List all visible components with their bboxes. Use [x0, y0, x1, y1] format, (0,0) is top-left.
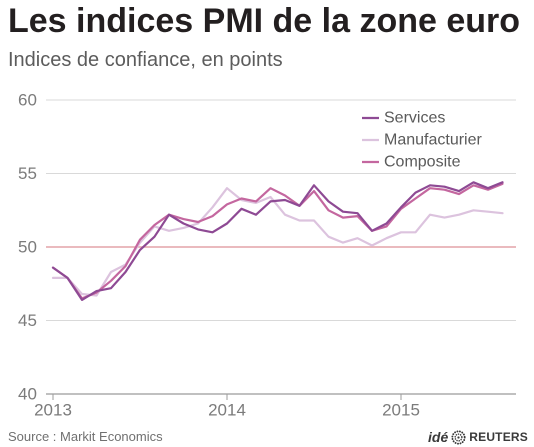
x-tick-label: 2015 [382, 401, 420, 420]
chart-title: Les indices PMI de la zone euro [8, 2, 521, 40]
logo-center-dot [457, 435, 460, 439]
legend-label-services: Services [384, 110, 445, 127]
chart-subtitle: Indices de confiance, en points [8, 49, 283, 71]
series-line-manufacturier [51, 187, 504, 297]
y-tick-label: 60 [18, 91, 37, 110]
series-lines [51, 181, 504, 301]
logo-inner-dot-ring [454, 432, 463, 442]
y-tick-label: 55 [18, 164, 37, 183]
series-line-services [51, 181, 504, 301]
x-axis: 2013 2014 2015 [34, 394, 420, 420]
reuters-logo: idé REUTERS [428, 428, 528, 446]
legend: Services Manufacturier Composite [362, 110, 482, 171]
gridlines [46, 99, 516, 395]
y-axis: 40 45 50 55 60 [18, 91, 37, 404]
y-tick-label: 50 [18, 238, 37, 257]
logo-wordmark: REUTERS [469, 430, 528, 444]
reuters-dot-logo-icon [451, 429, 466, 445]
x-tick-label: 2014 [208, 401, 246, 420]
y-tick-label: 40 [18, 385, 37, 404]
y-tick-label: 45 [18, 311, 37, 330]
legend-label-composite: Composite [384, 154, 461, 171]
source-note: Source : Markit Economics [8, 429, 163, 444]
x-tick-label: 2013 [34, 401, 72, 420]
series-line-composite [51, 182, 504, 300]
logo-prefix: idé [428, 429, 449, 445]
legend-label-manufacturier: Manufacturier [384, 132, 482, 149]
logo-outer-dot-ring [451, 429, 466, 445]
